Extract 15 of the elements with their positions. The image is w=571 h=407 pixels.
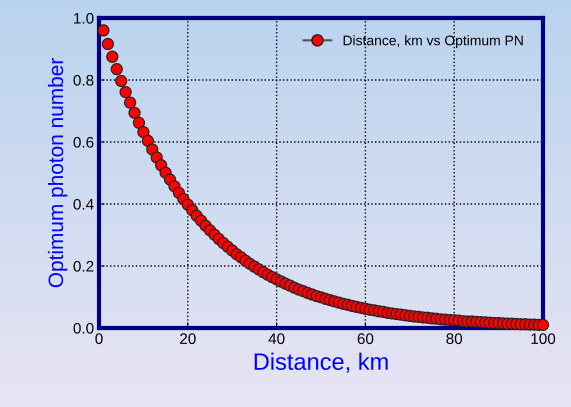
y-tick-label: 0.6: [74, 136, 94, 148]
x-axis-title: Distance, km: [254, 352, 388, 373]
x-tick-label: 0: [95, 333, 103, 344]
y-tick-label: 1.0: [74, 12, 94, 24]
y-tick-label: 0.8: [74, 74, 94, 86]
y-axis-title: Optimum photon number: [48, 58, 68, 288]
x-tick-label: 20: [180, 333, 196, 344]
x-tick-label: 80: [446, 333, 462, 344]
x-tick-label: 40: [268, 333, 284, 344]
y-tick-label: 0.0: [74, 322, 94, 334]
y-tick-label: 0.2: [74, 260, 94, 272]
x-tick-label: 100: [531, 333, 556, 344]
y-tick-label: 0.4: [74, 198, 94, 210]
legend-label: Distance, km vs Optimum PN: [344, 35, 523, 48]
x-tick-label: 60: [358, 333, 374, 344]
